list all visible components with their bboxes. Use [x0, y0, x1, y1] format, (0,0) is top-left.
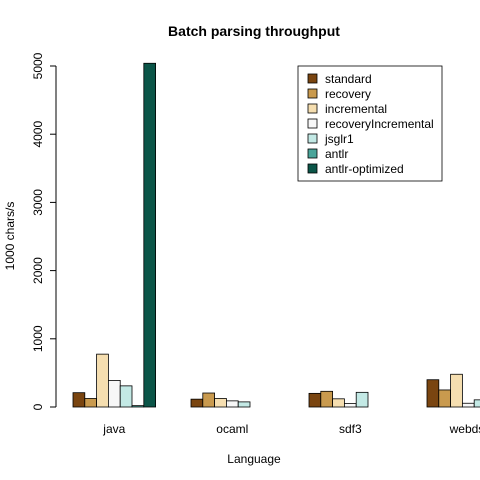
legend-label: antlr-optimized [325, 162, 404, 176]
y-tick-label: 2000 [31, 257, 45, 284]
legend: standardrecoveryincrementalrecoveryIncre… [297, 65, 443, 182]
bar-recovery-webdsl [438, 389, 451, 408]
legend-swatch-antlr-optimized [307, 163, 318, 174]
bars [72, 62, 480, 408]
bar-recovery-java [84, 398, 98, 408]
bar-jsglr1-ocaml [237, 401, 251, 408]
y-tick-label: 3000 [31, 189, 45, 216]
bar-recoveryIncremental-sdf3 [343, 403, 357, 408]
legend-label: recovery [325, 87, 371, 101]
legend-label: recoveryIncremental [325, 117, 434, 131]
legend-label: standard [325, 72, 372, 86]
legend-box [297, 65, 443, 182]
bar-recovery-sdf3 [320, 390, 333, 408]
bar-antlr-optimized-java [143, 62, 157, 408]
bar-incremental-java [96, 353, 109, 408]
legend-swatch-incremental [307, 103, 318, 114]
bar-standard-sdf3 [308, 392, 322, 408]
legend-swatch-jsglr1 [307, 133, 318, 144]
bar-standard-java [72, 392, 86, 408]
bar-standard-webdsl [426, 379, 440, 408]
y-tick-label: 0 [31, 403, 45, 410]
legend-swatch-recoveryIncremental [307, 118, 318, 129]
y-tick-label: 1000 [31, 325, 45, 352]
legend-label: antlr [325, 147, 348, 161]
y-tick-label: 4000 [31, 121, 45, 148]
y-tick-label: 5000 [31, 52, 45, 79]
x-tick-label: sdf3 [339, 422, 362, 436]
x-tick-label: webdsl [449, 422, 480, 436]
bar-jsglr1-webdsl [473, 399, 480, 408]
legend-swatch-standard [307, 73, 318, 84]
legend-label: jsglr1 [324, 132, 354, 146]
bar-recoveryIncremental-java [108, 380, 121, 408]
bar-antlr-java [131, 405, 145, 408]
chart-title: Batch parsing throughput [168, 23, 340, 39]
x-tick-label: java [102, 422, 125, 436]
x-axis: java ocaml sdf3 webdsl [102, 422, 480, 436]
bar-recoveryIncremental-ocaml [225, 400, 239, 408]
bar-jsglr1-java [119, 385, 133, 408]
y-axis: 0 1000 2000 3000 4000 5000 [31, 52, 57, 410]
y-axis-label: 1000 chars/s [3, 202, 17, 271]
legend-swatch-recovery [307, 88, 318, 99]
x-tick-label: ocaml [216, 422, 248, 436]
bar-standard-ocaml [190, 398, 204, 408]
bar-incremental-ocaml [214, 398, 227, 408]
x-axis-label: Language [227, 452, 281, 466]
legend-swatch-antlr [307, 148, 318, 159]
legend-label: incremental [325, 102, 387, 116]
bar-incremental-webdsl [450, 373, 463, 408]
bar-recovery-ocaml [202, 392, 216, 408]
bar-incremental-sdf3 [332, 398, 345, 408]
bar-jsglr1-sdf3 [355, 391, 369, 408]
bar-recoveryIncremental-webdsl [461, 402, 475, 408]
